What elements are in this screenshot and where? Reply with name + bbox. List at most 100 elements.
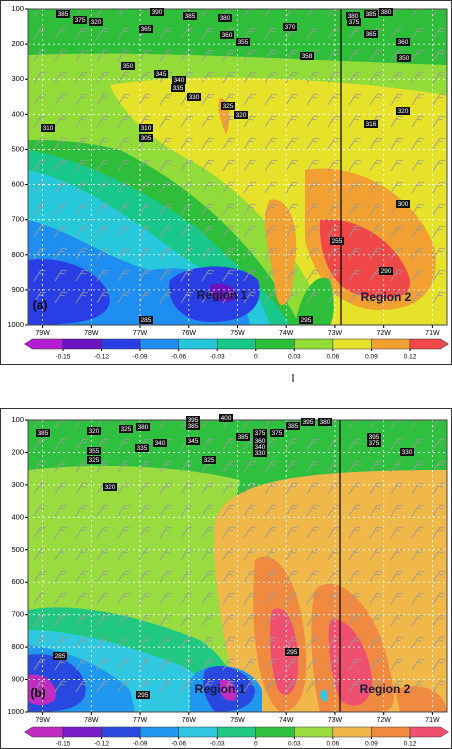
contour-label: 320	[91, 19, 102, 26]
wind-barb	[306, 71, 320, 84]
wind-barb	[390, 93, 404, 106]
contour-label: 350	[399, 55, 410, 62]
wind-barb	[33, 592, 47, 605]
wind-barb	[33, 460, 47, 473]
wind-barb	[411, 247, 425, 260]
wind-barb	[306, 115, 320, 128]
wind-barb	[54, 504, 68, 517]
wind-barb	[54, 269, 68, 282]
wind-barb	[327, 49, 341, 62]
contour-label: 370	[285, 24, 296, 31]
contour-label: 316	[366, 121, 377, 128]
wind-barb	[243, 526, 257, 539]
wind-barb	[159, 658, 173, 671]
wind-barb	[285, 291, 299, 304]
wind-barb	[117, 680, 131, 693]
wind-barb	[75, 438, 89, 451]
wind-barb	[243, 203, 257, 216]
y-tick-label: 800	[11, 250, 24, 259]
contour-label: 285	[55, 653, 66, 660]
wind-barb	[369, 225, 383, 238]
wind-barb	[369, 592, 383, 605]
wind-barb	[348, 614, 362, 627]
wind-barb	[306, 203, 320, 216]
contour-label: 335	[173, 85, 184, 92]
colorbar-tick-label: -0.03	[210, 741, 225, 748]
wind-barb	[390, 159, 404, 172]
wind-barb	[117, 438, 131, 451]
wind-barb	[54, 203, 68, 216]
contour-label: 385	[238, 434, 249, 441]
wind-barb	[369, 482, 383, 495]
wind-barb	[159, 137, 173, 150]
wind-barb	[201, 225, 215, 238]
wind-barb	[348, 438, 362, 451]
colorbar-tick-label: -0.09	[133, 354, 148, 361]
wind-barb	[222, 614, 236, 627]
wind-barb	[432, 658, 446, 671]
wind-barb	[327, 460, 341, 473]
wind-barb	[75, 203, 89, 216]
wind-barb	[75, 247, 89, 260]
wind-barb	[390, 438, 404, 451]
wind-barb	[411, 49, 425, 62]
wind-barb	[54, 438, 68, 451]
contour-label-box	[236, 433, 250, 441]
contour-label: 295	[287, 649, 298, 656]
wind-barb	[432, 181, 446, 194]
x-tick-label: 72W	[376, 330, 391, 337]
wind-barb	[243, 137, 257, 150]
colorbar-tick-label: -0.15	[56, 354, 71, 361]
wind-barb	[243, 159, 257, 172]
y-tick-label: 900	[11, 675, 24, 684]
wind-barb	[243, 269, 257, 282]
wind-barb	[243, 592, 257, 605]
wind-barb	[243, 658, 257, 671]
wind-barb	[33, 225, 47, 238]
wind-barb	[138, 291, 152, 304]
wind-barb	[117, 658, 131, 671]
contour-label: 320	[236, 112, 247, 119]
wind-barb	[306, 592, 320, 605]
contour-label-box	[171, 84, 185, 92]
colorbar-tick-label: 0.03	[288, 354, 301, 361]
colorbar-segment	[23, 338, 64, 350]
wind-barb	[201, 504, 215, 517]
wind-barb	[264, 181, 278, 194]
y-tick-label: 900	[11, 285, 24, 294]
wind-barb	[75, 181, 89, 194]
wind-barb	[243, 680, 257, 693]
wind-barb	[75, 636, 89, 649]
contour-label-box	[121, 62, 135, 70]
y-tick-label: 200	[11, 447, 24, 456]
wind-barb	[201, 614, 215, 627]
wind-barb	[264, 93, 278, 106]
wind-barb	[222, 570, 236, 583]
wind-barb	[33, 614, 47, 627]
wind-barb	[201, 71, 215, 84]
contour-label-box	[364, 120, 378, 128]
contour-label-box	[136, 691, 150, 699]
wind-barb	[432, 247, 446, 260]
wind-barb	[432, 291, 446, 304]
wind-barb	[285, 438, 299, 451]
contour-label: 380	[348, 13, 359, 20]
wind-barb	[201, 269, 215, 282]
contour-label: 380	[320, 419, 331, 426]
wind-barb	[306, 137, 320, 150]
y-tick-label: 1000	[7, 707, 24, 716]
colorbar-segment	[23, 726, 64, 738]
contour-label: 365	[366, 31, 377, 38]
wind-barb	[138, 93, 152, 106]
wind-barb	[285, 71, 299, 84]
wind-barb	[96, 614, 110, 627]
x-tick-label: 74W	[279, 330, 294, 337]
wind-barb	[54, 570, 68, 583]
wind-barb	[138, 181, 152, 194]
wind-barb	[54, 460, 68, 473]
wind-barb	[390, 680, 404, 693]
wind-barb	[432, 27, 446, 40]
panel-label: (a)	[33, 298, 48, 312]
colorbar-segment	[139, 726, 179, 738]
wind-barb	[264, 504, 278, 517]
